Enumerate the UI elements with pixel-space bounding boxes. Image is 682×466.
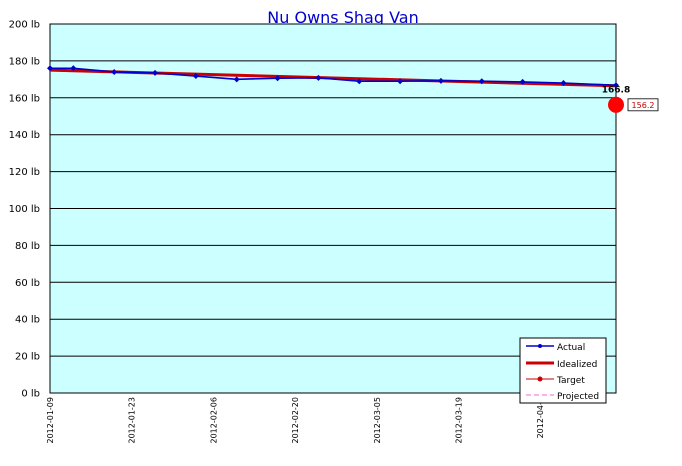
legend-marker-target [537,376,543,382]
y-tick-label: 160 lb [9,93,40,104]
y-tick-label: 140 lb [9,130,40,141]
actual-point [315,74,322,81]
legend-marker-actual [538,344,542,348]
actual-point [274,75,281,82]
x-axis-ticks: 2012-01-09 2012-01-23 2012-02-06 2012-02-20… [46,397,545,444]
actual-point [478,78,485,85]
actual-point [356,78,363,85]
actual-point [560,80,567,87]
y-tick-label: 120 lb [9,167,40,178]
actual-point [47,65,53,72]
y-tick-label: 0 lb [21,389,40,400]
target-point [608,96,624,113]
actual-point [111,68,118,75]
y-tick-label: 40 lb [15,315,40,326]
target-value-box [627,98,659,112]
legend-label-actual: Actual [557,343,585,353]
actual-point [192,73,199,80]
x-tick-label: 2012-04-0 [536,397,545,438]
actual-point [519,78,526,85]
x-tick-label: 2012-02-06 [209,397,218,444]
target-value-label: 156.2 [632,101,655,110]
series-lines [47,65,624,113]
y-tick-label: 180 lb [9,56,40,67]
chart-title: Nu Owns Shag Van [267,8,418,27]
y-axis-ticks: 0 lb 20 lb 40 lb 60 lb 80 lb 100 lb 120 lb 140 … [9,20,40,400]
actual-point [437,77,444,84]
x-tick-label: 2012-02-20 [291,397,300,444]
y-tick-label: 20 lb [15,352,40,363]
actual-point [233,76,240,83]
actual-point [70,65,77,72]
legend: Actual Idealized Target Projected [519,337,607,404]
y-tick-label: 100 lb [9,204,40,215]
x-tick-label: 2012-03-19 [454,397,463,444]
x-tick-label: 2012-01-09 [46,397,55,444]
y-tick-label: 200 lb [9,20,40,31]
y-tick-label: 80 lb [15,241,40,252]
actual-point [152,69,159,76]
actual-point [397,78,404,85]
x-tick-label: 2012-01-23 [128,397,137,444]
actual-point [613,82,619,89]
legend-box [519,337,607,404]
legend-label-target: Target [556,376,585,386]
legend-label-idealized: Idealized [557,360,597,370]
last-value-label: 166.8 [602,85,630,95]
x-tick-label: 2012-03-05 [373,397,382,444]
gridlines [50,60,616,357]
legend-label-projected: Projected [557,392,599,402]
y-tick-label: 60 lb [15,278,40,289]
